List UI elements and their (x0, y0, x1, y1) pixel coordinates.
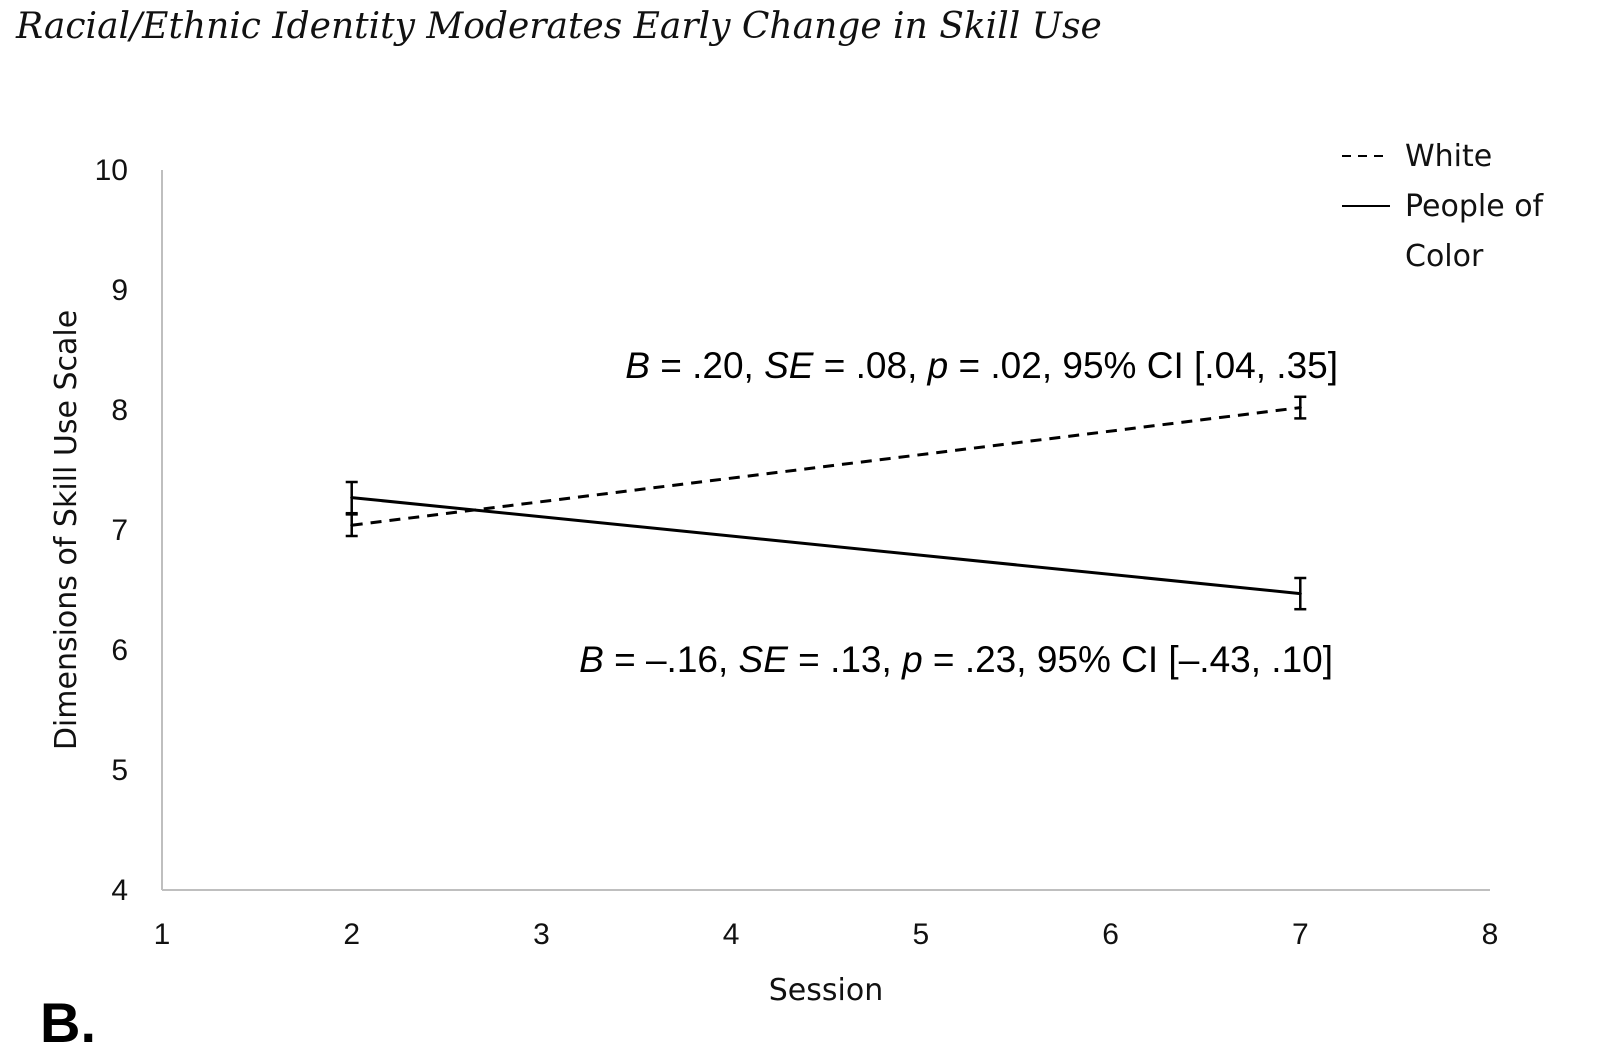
legend: White People of Color (1342, 139, 1553, 274)
data-point (350, 523, 354, 527)
data-point (1298, 406, 1302, 410)
y-tick-label: 8 (111, 394, 128, 427)
stat-b-value: = –.16, (604, 639, 739, 680)
y-tick-label: 9 (111, 274, 128, 307)
stat-b-value: = .20, (650, 345, 764, 386)
series-white (345, 395, 1307, 538)
series-line-white (351, 406, 1301, 527)
stat-se-label: SE (739, 639, 790, 680)
y-tick-label: 7 (111, 514, 128, 547)
stat-p-value: = .23, 95% CI [–.43, .10] (923, 639, 1333, 680)
stat-b-label: B (625, 345, 650, 386)
x-tick-label: 3 (533, 918, 550, 951)
y-tick-label: 4 (111, 874, 128, 907)
stat-se-value: = .08, (813, 345, 927, 386)
x-axis-label: Session (769, 973, 883, 1008)
y-tick-label: 10 (95, 154, 128, 187)
legend-label-line-1: People of (1405, 189, 1545, 224)
series-people-of-color (345, 480, 1307, 611)
legend-label-people-of-color: People of Color (1405, 189, 1553, 274)
stat-b-label: B (579, 639, 604, 680)
x-tick-label: 1 (154, 918, 171, 951)
x-tick-label: 4 (723, 918, 740, 951)
legend-label-white: White (1405, 139, 1492, 174)
chart-title: Racial/Ethnic Identity Moderates Early C… (16, 6, 1102, 47)
x-tick-label: 8 (1482, 918, 1499, 951)
stat-se-value: = .13, (788, 639, 902, 680)
x-tick-label: 6 (1102, 918, 1119, 951)
stat-p-value: = .02, 95% CI [.04, .35] (948, 345, 1338, 386)
stat-annotation-white: B = .20, SE = .08, p = .02, 95% CI [.04,… (625, 345, 1338, 386)
x-tick-label: 5 (913, 918, 930, 951)
y-tick-labels: 4 5 6 7 8 9 10 (95, 154, 128, 907)
stat-p-label: p (901, 639, 923, 680)
legend-label-line-2: Color (1405, 239, 1484, 274)
stat-annotation-people-of-color: B = –.16, SE = .13, p = .23, 95% CI [–.4… (579, 639, 1333, 680)
x-tick-label: 2 (343, 918, 360, 951)
x-tick-labels: 1 2 3 4 5 6 7 8 (154, 918, 1499, 951)
y-axis-label: Dimensions of Skill Use Scale (49, 310, 84, 750)
y-tick-label: 5 (111, 754, 128, 787)
stat-p-label: p (927, 345, 949, 386)
x-tick-label: 7 (1292, 918, 1309, 951)
data-point (350, 496, 354, 500)
stat-se-label: SE (764, 345, 815, 386)
series-group (345, 395, 1307, 611)
y-tick-label: 6 (111, 634, 128, 667)
series-line-people-of-color (351, 496, 1301, 596)
data-point (1298, 592, 1302, 596)
panel-label: B. (40, 991, 96, 1054)
